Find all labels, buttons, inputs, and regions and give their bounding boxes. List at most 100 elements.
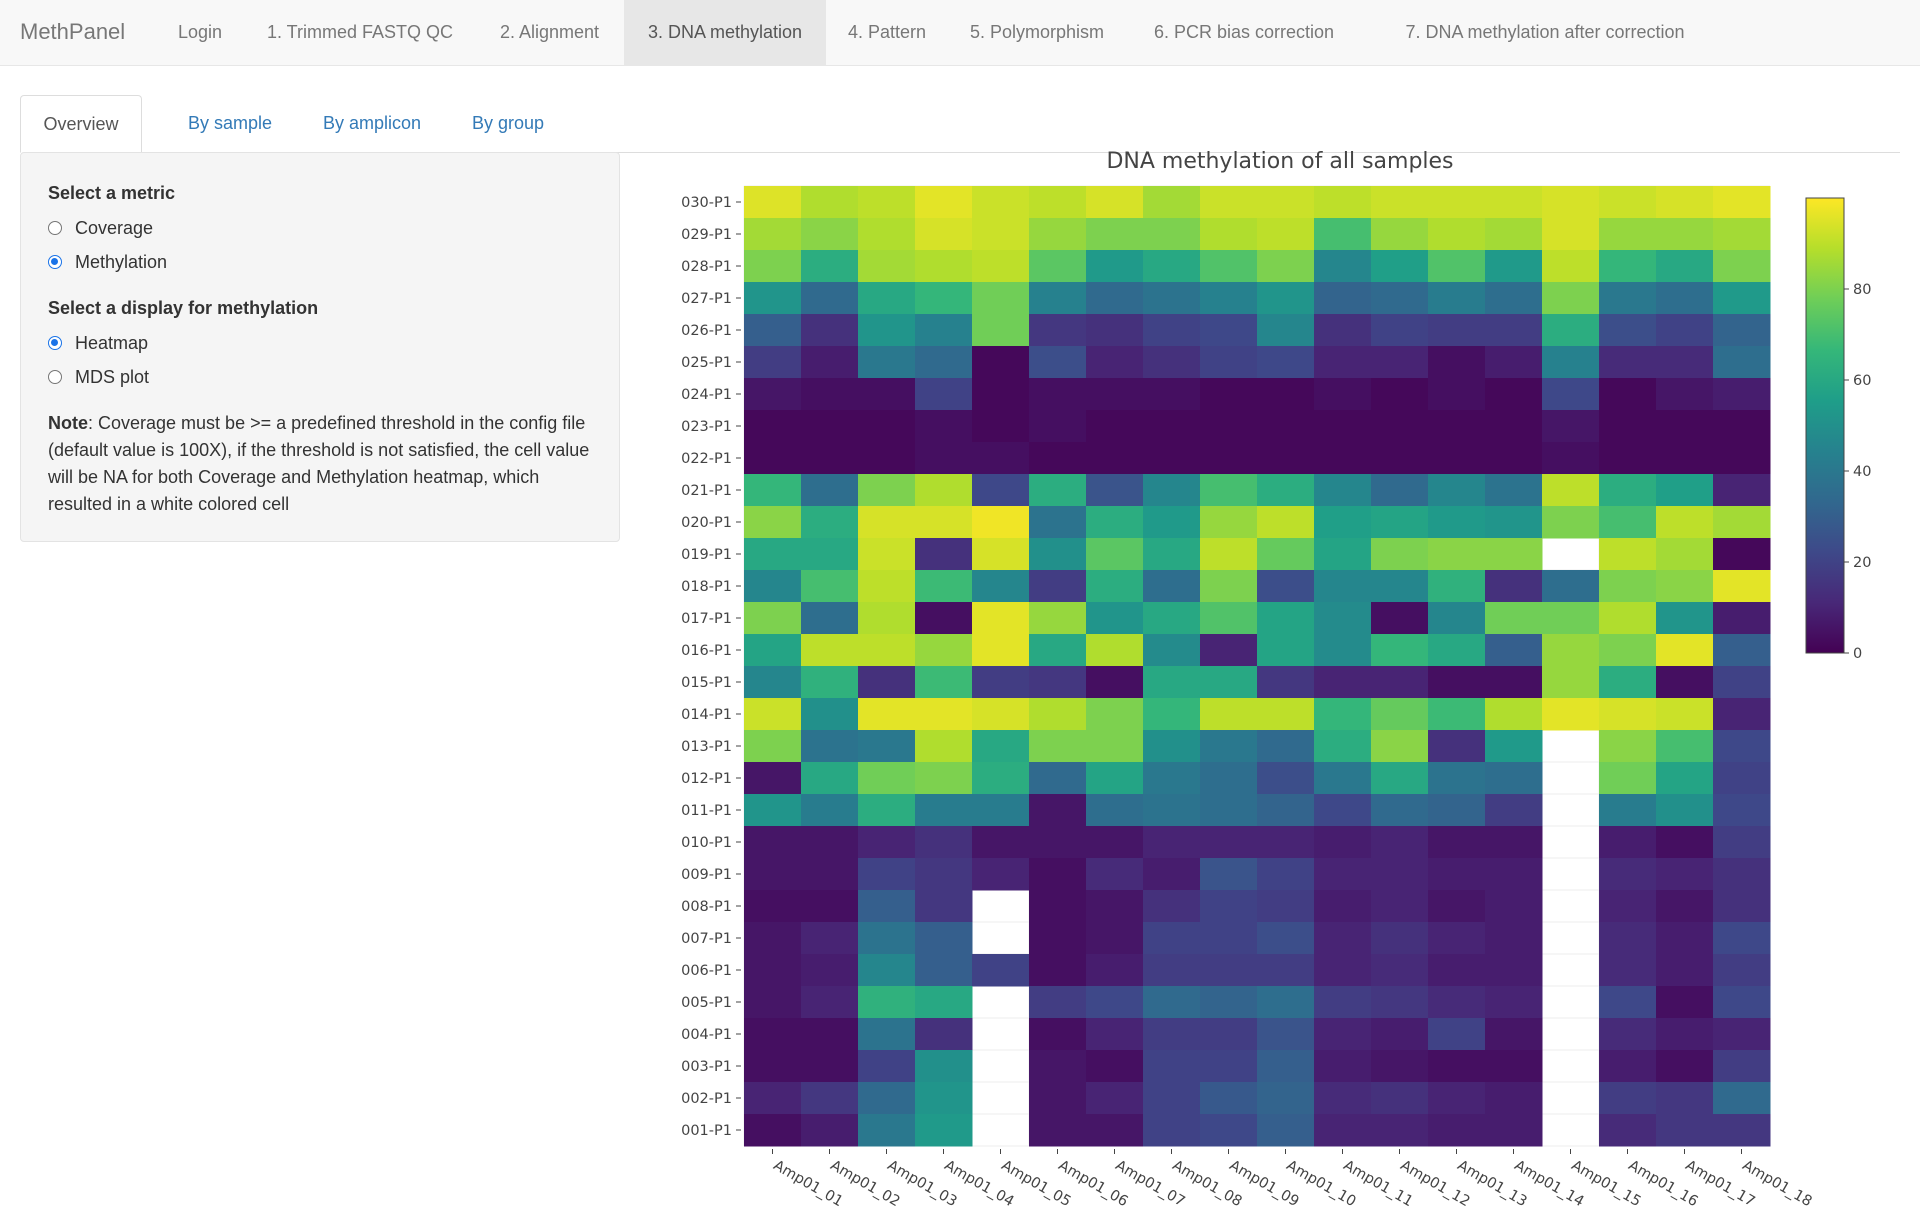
radio-mds-plot[interactable]: MDS plot (48, 364, 149, 390)
heatmap-cell (1029, 730, 1087, 763)
heatmap-cell (1257, 666, 1315, 699)
heatmap-cell (1485, 442, 1543, 475)
heatmap-cell (1428, 250, 1486, 283)
radio-button-icon[interactable] (48, 370, 62, 384)
heatmap-cell (1371, 730, 1429, 763)
heatmap-cell (972, 794, 1030, 827)
heatmap-cell (1656, 986, 1714, 1019)
app-brand[interactable]: MethPanel (20, 19, 126, 44)
heatmap-cell (1713, 858, 1771, 891)
heatmap-cell (858, 186, 916, 219)
heatmap-cell (1086, 794, 1144, 827)
heatmap-cell (1542, 346, 1600, 379)
heatmap-cell (1086, 570, 1144, 603)
heatmap-cell (1200, 922, 1258, 955)
heatmap-cell (1599, 282, 1657, 315)
methylation-heatmap[interactable]: DNA methylation of all samples 030-P1 029… (640, 140, 1910, 1225)
heatmap-cell (972, 602, 1030, 635)
heatmap-cell (1542, 570, 1600, 603)
heatmap-cell (1143, 986, 1201, 1019)
heatmap-cell (1713, 1114, 1771, 1147)
tab-by-group[interactable]: By group (471, 113, 545, 133)
heatmap-cell (1257, 538, 1315, 571)
heatmap-cell (1656, 826, 1714, 859)
radio-button-checked-icon[interactable] (48, 336, 62, 350)
heatmap-cell (1656, 410, 1714, 443)
heatmap-cell (1200, 410, 1258, 443)
heatmap-cell (1143, 794, 1201, 827)
tab-overview[interactable]: Overview (20, 95, 142, 153)
heatmap-cell (1599, 410, 1657, 443)
heatmap-cell (801, 986, 859, 1019)
heatmap-cell (1200, 1050, 1258, 1083)
radio-button-checked-icon[interactable] (48, 255, 62, 269)
heatmap-cell (1314, 986, 1372, 1019)
heatmap-cell (1485, 826, 1543, 859)
heatmap-cell (1542, 442, 1600, 475)
heatmap-cell (858, 890, 916, 923)
radio-button-icon[interactable] (48, 221, 62, 235)
heatmap-cell (1029, 314, 1087, 347)
heatmap-cell (801, 602, 859, 635)
heatmap-cell (1029, 1018, 1087, 1051)
nav-pattern[interactable]: 4. Pattern (847, 22, 927, 42)
heatmap-cell (801, 794, 859, 827)
heatmap-cell (744, 282, 802, 315)
heatmap-cell (1257, 762, 1315, 795)
heatmap-cell (1485, 922, 1543, 955)
heatmap-cell (915, 1050, 973, 1083)
heatmap-cell (1086, 922, 1144, 955)
nav-pcr-bias-correction[interactable]: 6. PCR bias correction (1153, 22, 1335, 42)
heatmap-cell (1029, 378, 1087, 411)
heatmap-cell (1656, 474, 1714, 507)
heatmap-cell (1200, 538, 1258, 571)
tab-by-sample[interactable]: By sample (187, 113, 273, 133)
tab-bar: Overview By sample By amplicon By group (20, 95, 1900, 153)
heatmap-cell (1428, 1082, 1486, 1115)
radio-methylation[interactable]: Methylation (48, 249, 167, 275)
nav-trimmed-fastq-qc[interactable]: 1. Trimmed FASTQ QC (266, 22, 454, 42)
nav-login[interactable]: Login (177, 22, 223, 42)
heatmap-cell (1371, 218, 1429, 251)
heatmap-cell (1143, 442, 1201, 475)
heatmap-cell (1599, 538, 1657, 571)
y-tick-label: 025-P1 (681, 355, 732, 371)
radio-heatmap[interactable]: Heatmap (48, 330, 148, 356)
heatmap-cell (1314, 442, 1372, 475)
colorbar-tick-label: 40 (1853, 464, 1871, 480)
colorbar-tick-label: 20 (1853, 555, 1871, 571)
nav-polymorphism[interactable]: 5. Polymorphism (969, 22, 1105, 42)
heatmap-cell (1428, 474, 1486, 507)
heatmap-cell (1371, 666, 1429, 699)
heatmap-cell (1485, 858, 1543, 891)
nav-dna-methylation-after-correction[interactable]: 7. DNA methylation after correction (1405, 22, 1685, 42)
nav-dna-methylation[interactable]: 3. DNA methylation (624, 0, 826, 65)
heatmap-cell (801, 250, 859, 283)
y-tick-label: 027-P1 (681, 291, 732, 307)
heatmap-cell (1713, 666, 1771, 699)
nav-alignment[interactable]: 2. Alignment (499, 22, 600, 42)
heatmap-cell (1713, 570, 1771, 603)
heatmap-cell (801, 1050, 859, 1083)
heatmap-cell (1200, 986, 1258, 1019)
heatmap-cell (1599, 378, 1657, 411)
heatmap-cell (1086, 474, 1144, 507)
heatmap-cell (858, 250, 916, 283)
radio-coverage[interactable]: Coverage (48, 215, 153, 241)
heatmap-cell (1656, 314, 1714, 347)
heatmap-cell (1485, 474, 1543, 507)
heatmap-cell (1314, 826, 1372, 859)
heatmap-cell (1029, 762, 1087, 795)
heatmap-cell (1485, 346, 1543, 379)
heatmap-cell (744, 698, 802, 731)
heatmap-cell (1086, 186, 1144, 219)
heatmap-cell (1257, 1050, 1315, 1083)
heatmap-cell (915, 762, 973, 795)
y-tick-label: 010-P1 (681, 835, 732, 851)
heatmap-cell (1314, 1018, 1372, 1051)
tab-by-amplicon[interactable]: By amplicon (322, 113, 422, 133)
heatmap-cell (1257, 570, 1315, 603)
heatmap-cell (1143, 1082, 1201, 1115)
heatmap-cell (1485, 1018, 1543, 1051)
heatmap-cell (858, 826, 916, 859)
